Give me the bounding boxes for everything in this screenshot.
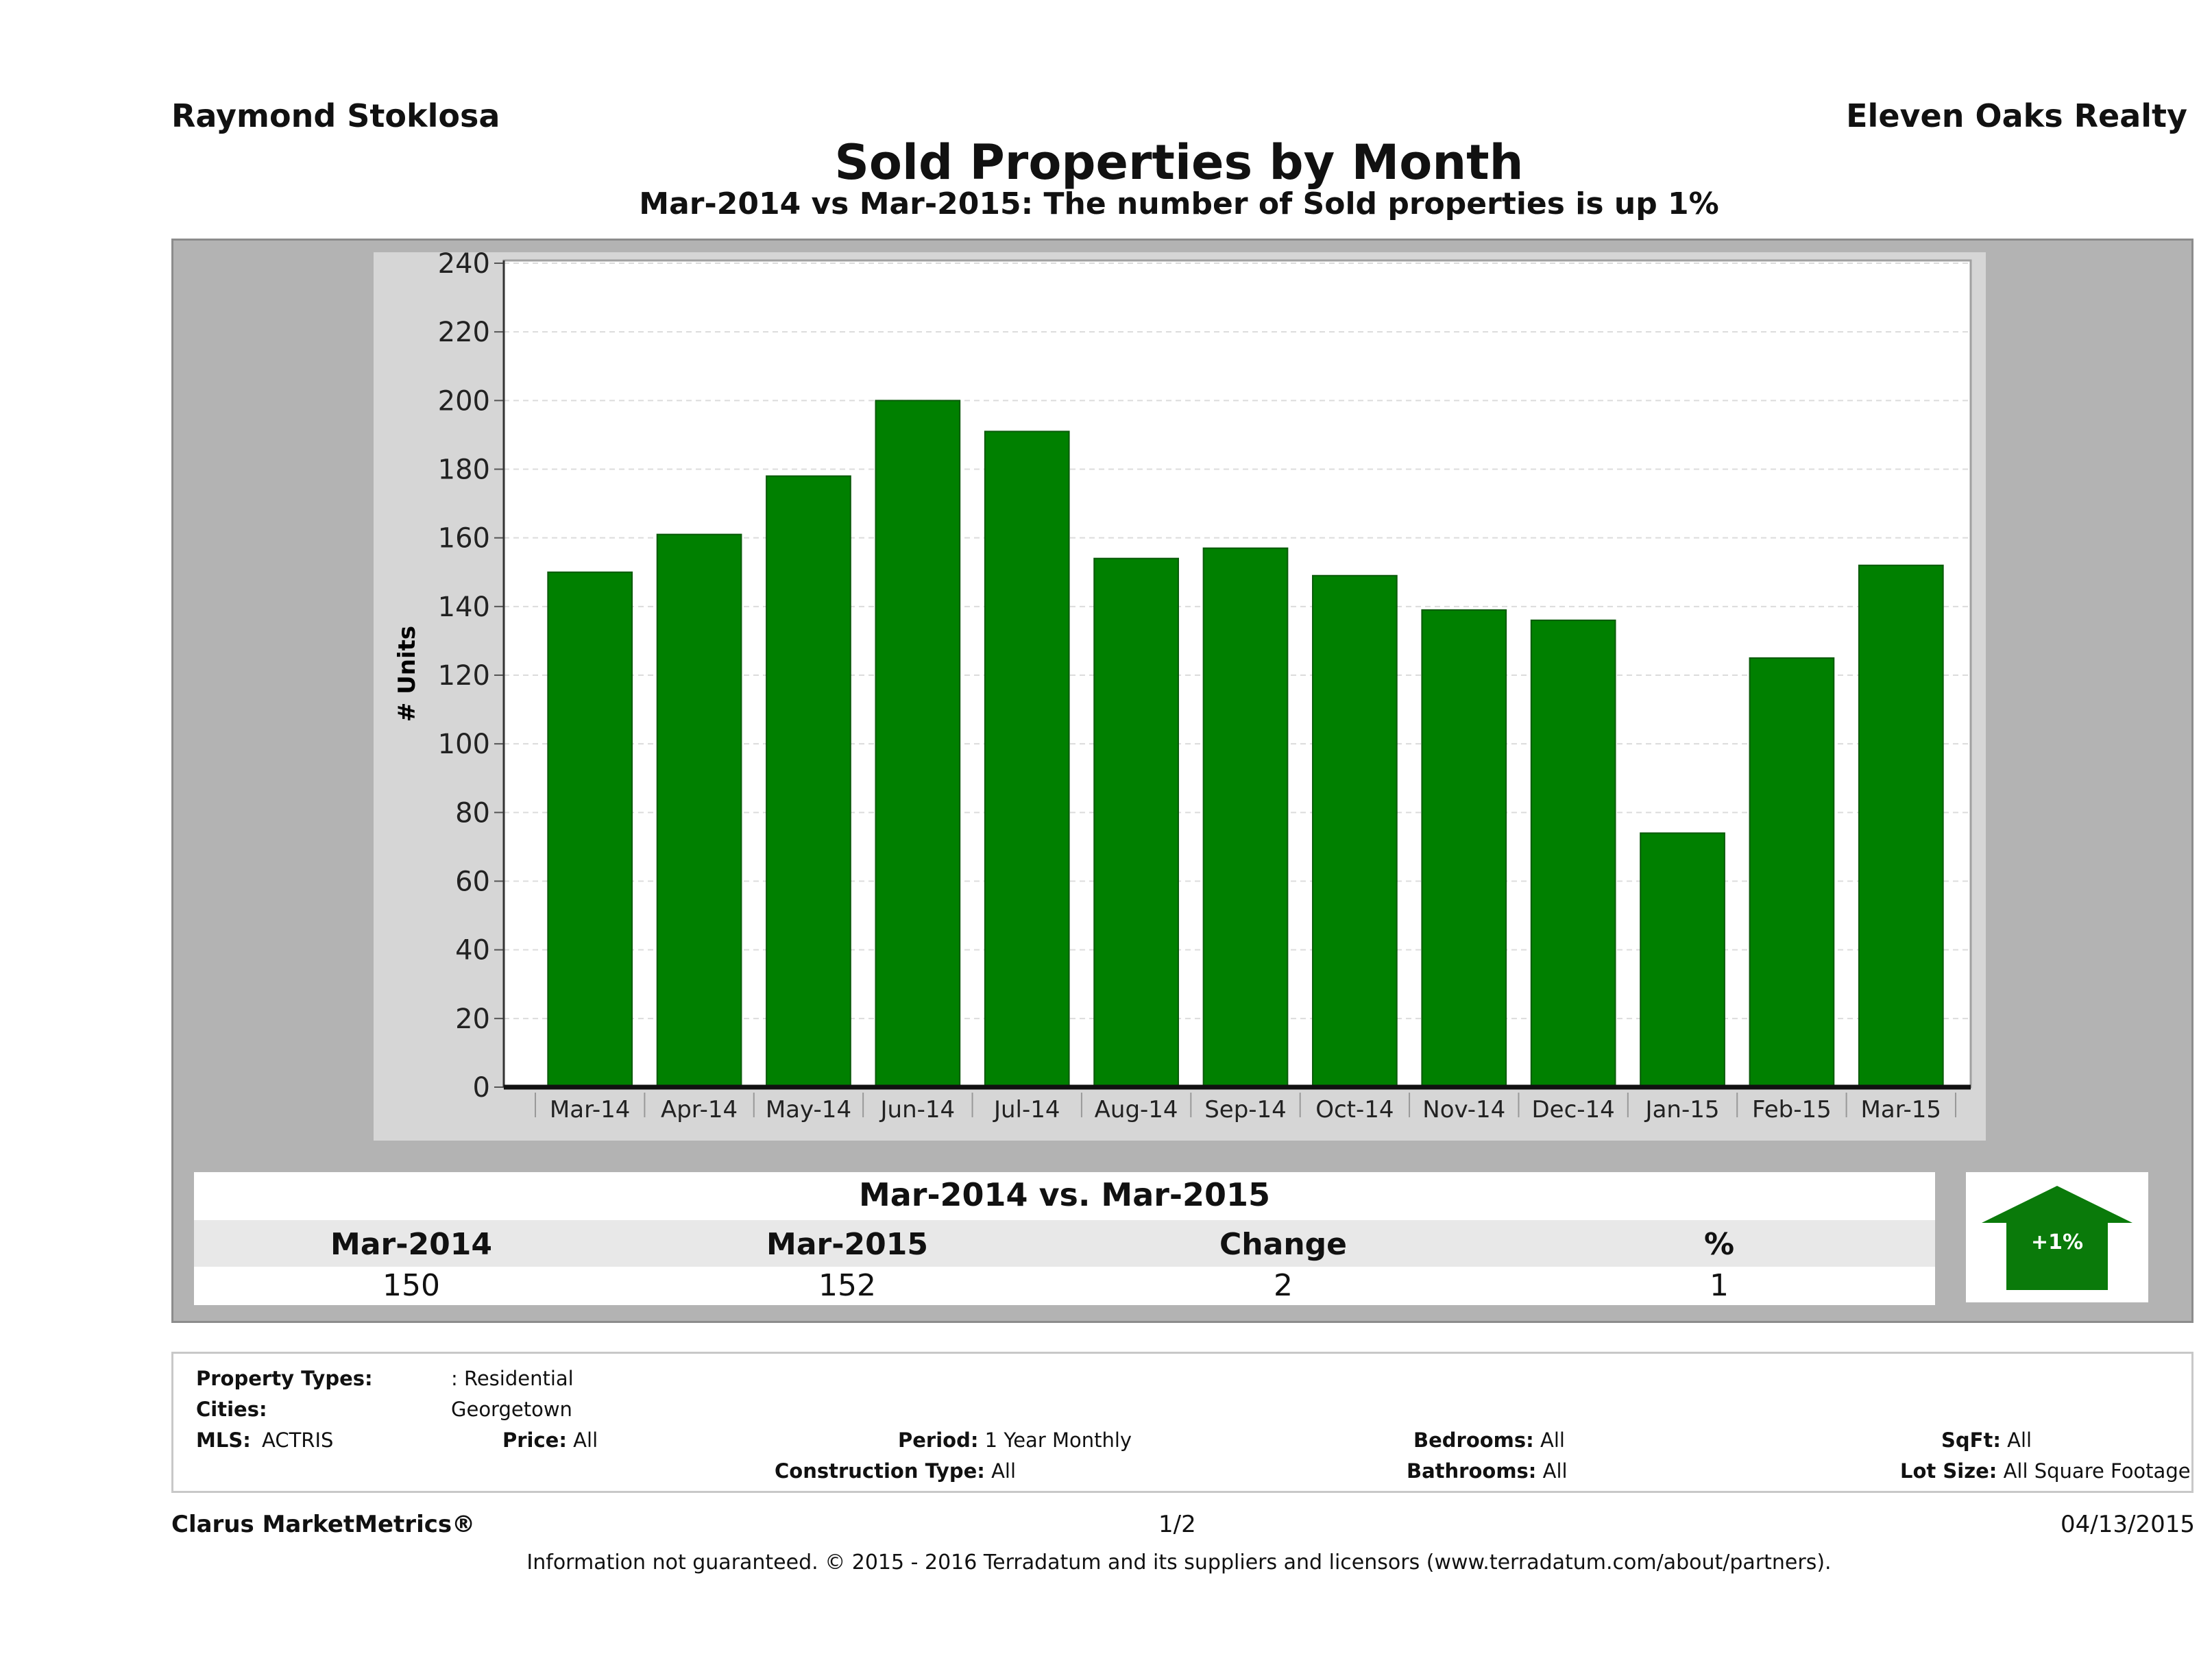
bars [547, 400, 1944, 1089]
cities-label: Cities: [196, 1398, 267, 1421]
y-tick-label: 120 [438, 660, 490, 692]
cities-value: Georgetown [451, 1398, 572, 1421]
x-tick-label: May-14 [766, 1096, 851, 1123]
lot-size-value: All Square Footage [2003, 1459, 2191, 1483]
bar-aug-14 [1093, 557, 1179, 1088]
x-tick-label: Apr-14 [661, 1096, 738, 1123]
x-tick-label: Jan-15 [1644, 1096, 1720, 1123]
y-tick-label: 60 [455, 866, 490, 898]
bathrooms-value: All [1542, 1459, 1568, 1483]
page-subtitle: Mar-2014 vs Mar-2015: The number of Sold… [639, 186, 1719, 221]
summary-title: Mar-2014 vs. Mar-2015 [858, 1176, 1271, 1213]
summary-header-mar-2015: Mar-2015 [766, 1227, 928, 1262]
bar-dec-14 [1530, 619, 1616, 1088]
summary-values-row [194, 1267, 1935, 1305]
y-tick-label: 240 [438, 252, 490, 280]
x-tick-label: Nov-14 [1422, 1096, 1505, 1123]
x-tick-label: Dec-14 [1531, 1096, 1614, 1123]
summary-header-mar-2014: Mar-2014 [330, 1227, 492, 1262]
y-tick-label: 180 [438, 454, 490, 486]
bar-jul-14 [984, 430, 1070, 1088]
bar-nov-14 [1421, 609, 1507, 1088]
up-arrow-icon: +1% [1982, 1186, 2132, 1290]
summary-value-mar-2014: 150 [382, 1268, 440, 1303]
bathrooms-label: Bathrooms: [1407, 1459, 1537, 1483]
bar-jun-14 [875, 400, 961, 1089]
y-axis: 0 20 40 60 80 100 120 140 160 180 200 220 240 [438, 252, 505, 1104]
y-axis-label: # Units [393, 626, 421, 722]
y-tick-label: 160 [438, 523, 490, 555]
x-tick-label: Jun-14 [879, 1096, 956, 1123]
bar-mar-15 [1858, 564, 1944, 1088]
x-tick-label: Mar-15 [1861, 1096, 1942, 1123]
property-types-label: Property Types: [196, 1367, 373, 1390]
summary-header-percent: % [1703, 1227, 1735, 1262]
mls-label: MLS: [196, 1428, 251, 1452]
summary-value-percent: 1 [1710, 1268, 1729, 1303]
page-title: Sold Properties by Month [834, 134, 1524, 191]
x-axis: Mar-14 Apr-14 May-14 Jun-14 Jul-14 Aug-14 Sep-… [504, 1084, 1971, 1123]
x-tick-label: Oct-14 [1315, 1096, 1394, 1123]
y-tick-label: 100 [438, 729, 490, 760]
price-value: All [573, 1428, 598, 1452]
period-value: 1 Year Monthly [984, 1428, 1132, 1452]
bar-jan-15 [1640, 832, 1725, 1089]
bar-feb-15 [1749, 657, 1835, 1088]
lot-size-label: Lot Size: [1900, 1459, 1997, 1483]
sold-properties-chart: 0 20 40 60 80 100 120 140 160 180 200 220 240 Mar-14… [393, 252, 1972, 1123]
trend-badge: +1% [1966, 1172, 2148, 1302]
search-criteria [171, 1352, 2193, 1493]
summary-header-row [194, 1220, 1935, 1267]
summary-title-row [194, 1172, 1935, 1220]
sqft-value: All [2007, 1428, 2032, 1452]
property-types-value: : Residential [451, 1367, 574, 1390]
x-tick-label: Mar-14 [550, 1096, 631, 1123]
summary-value-change: 2 [1274, 1268, 1293, 1303]
period-label: Period: [898, 1428, 979, 1452]
company-name: Eleven Oaks Realty [1846, 97, 2187, 134]
bar-mar-14 [547, 571, 633, 1088]
y-tick-label: 220 [438, 317, 490, 348]
bedrooms-value: All [1540, 1428, 1565, 1452]
x-tick-label: Feb-15 [1752, 1096, 1832, 1123]
x-tick-label: Jul-14 [993, 1096, 1060, 1123]
x-tick-label: Aug-14 [1095, 1096, 1178, 1123]
summary-value-mar-2015: 152 [818, 1268, 876, 1303]
y-tick-label: 20 [455, 1004, 490, 1035]
sqft-label: SqFt: [1941, 1428, 2001, 1452]
agent-name: Raymond Stoklosa [171, 97, 500, 134]
construction-type-value: All [991, 1459, 1017, 1483]
x-tick-label: Sep-14 [1204, 1096, 1287, 1123]
bar-apr-14 [656, 533, 742, 1088]
y-tick-label: 80 [455, 797, 490, 829]
y-tick-label: 200 [438, 385, 490, 417]
y-tick-label: 40 [455, 935, 490, 966]
bedrooms-label: Bedrooms: [1413, 1428, 1534, 1452]
price-label: Price: [502, 1428, 567, 1452]
bar-sep-14 [1202, 547, 1289, 1089]
summary-header-change: Change [1219, 1227, 1347, 1262]
report-date: 04/13/2015 [2061, 1511, 2195, 1538]
bar-may-14 [766, 475, 851, 1088]
disclaimer: Information not guaranteed. © 2015 - 201… [526, 1551, 1832, 1574]
footer-brand: Clarus MarketMetrics® [171, 1511, 476, 1538]
bar-oct-14 [1312, 574, 1398, 1088]
page-number: 1/2 [1158, 1511, 1196, 1538]
mls-value: ACTRIS [262, 1428, 334, 1452]
y-tick-label: 140 [438, 592, 490, 623]
construction-type-label: Construction Type: [775, 1459, 985, 1483]
trend-badge-label: +1% [2031, 1230, 2083, 1254]
y-tick-label: 0 [473, 1072, 490, 1104]
